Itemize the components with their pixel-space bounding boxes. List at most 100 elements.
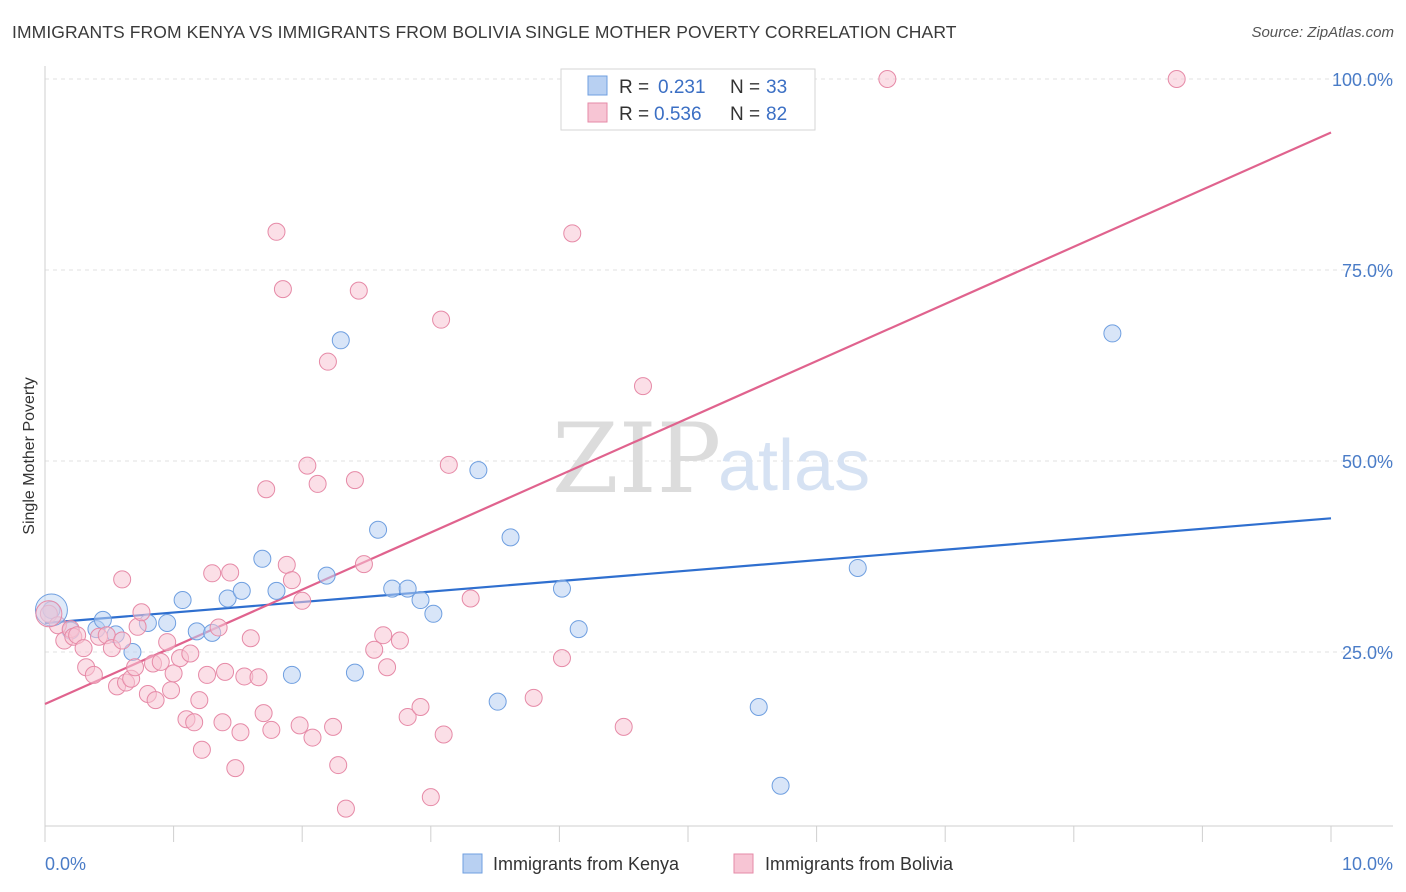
data-points: [34, 70, 1186, 818]
point-bolivia: [277, 555, 296, 574]
point-bolivia: [439, 455, 458, 474]
legend-bolivia-r-label: R =: [619, 104, 649, 125]
point-bolivia-cluster: [35, 600, 63, 628]
point-kenya: [187, 622, 206, 641]
point-bolivia: [398, 707, 417, 726]
point-bolivia: [374, 626, 393, 645]
point-bolivia: [262, 720, 281, 739]
point-bolivia: [298, 456, 317, 475]
point-kenya: [749, 698, 768, 717]
point-bolivia: [411, 698, 430, 717]
point-kenya: [253, 549, 272, 568]
point-bolivia: [146, 691, 165, 710]
point-bolivia: [390, 631, 409, 650]
point-bolivia: [432, 310, 451, 329]
point-bolivia: [434, 725, 453, 744]
point-bolivia: [151, 652, 170, 671]
point-bolivia: [257, 480, 276, 499]
point-bolivia: [162, 681, 181, 700]
point-bolivia: [293, 591, 312, 610]
trend-line-kenya: [44, 517, 1332, 625]
point-kenya: [469, 461, 488, 480]
point-kenya: [331, 331, 350, 350]
point-bolivia: [164, 664, 183, 683]
series-legend: Immigrants from Kenya Immigrants from Bo…: [462, 853, 954, 874]
point-bolivia: [216, 662, 235, 681]
point-bolivia: [113, 570, 132, 589]
stats-legend: R = 0.231 N = 33 R = 0.536 N = 82: [560, 68, 816, 131]
axes: [44, 66, 1393, 842]
point-bolivia: [563, 224, 582, 243]
point-bolivia: [158, 633, 177, 652]
point-bolivia: [345, 471, 364, 490]
point-bolivia: [181, 644, 200, 663]
point-bolivia: [354, 555, 373, 574]
y-tick-label: 50.0%: [1342, 452, 1393, 472]
x-tick-label: 10.0%: [1342, 854, 1393, 874]
point-bolivia: [878, 70, 897, 88]
point-bolivia: [614, 717, 633, 736]
bottom-legend-swatch-kenya: [462, 853, 483, 874]
point-kenya: [345, 663, 364, 682]
bottom-legend-label-kenya: Immigrants from Kenya: [493, 854, 680, 874]
point-bolivia: [203, 564, 222, 583]
point-bolivia: [378, 658, 397, 677]
point-bolivia: [273, 280, 292, 299]
point-bolivia: [552, 649, 571, 668]
point-kenya: [569, 620, 588, 639]
point-bolivia: [421, 788, 440, 807]
point-bolivia: [198, 665, 217, 684]
point-kenya: [501, 528, 520, 547]
y-tick-label: 75.0%: [1342, 261, 1393, 281]
point-bolivia: [84, 665, 103, 684]
point-kenya: [552, 579, 571, 598]
point-bolivia: [209, 618, 228, 637]
gridlines: [45, 78, 1393, 653]
point-kenya: [267, 581, 286, 600]
point-bolivia: [254, 704, 273, 723]
point-bolivia: [231, 723, 250, 742]
point-bolivia: [290, 716, 309, 735]
point-kenya: [383, 579, 402, 598]
legend-swatch-bolivia: [587, 102, 608, 123]
point-kenya: [369, 520, 388, 539]
y-axis-title: Single Mother Poverty: [21, 377, 38, 534]
point-bolivia: [461, 589, 480, 608]
point-kenya: [158, 613, 177, 632]
point-kenya: [232, 581, 251, 600]
point-bolivia: [226, 759, 245, 778]
point-bolivia: [324, 717, 343, 736]
point-kenya: [218, 589, 237, 608]
point-bolivia: [213, 713, 232, 732]
point-kenya: [93, 610, 112, 629]
chart-title: IMMIGRANTS FROM KENYA VS IMMIGRANTS FROM…: [12, 22, 957, 42]
point-bolivia: [267, 222, 286, 241]
legend-bolivia-r-value: 0.536: [654, 104, 702, 125]
watermark-zip: ZIP: [552, 403, 721, 515]
point-bolivia: [365, 640, 384, 659]
point-bolivia: [633, 377, 652, 396]
point-bolivia: [192, 740, 211, 759]
point-bolivia: [308, 474, 327, 493]
bottom-legend-label-bolivia: Immigrants from Bolivia: [765, 854, 954, 874]
point-kenya: [282, 665, 301, 684]
point-kenya: [848, 558, 867, 577]
point-bolivia: [1167, 70, 1186, 88]
point-bolivia: [524, 688, 543, 707]
point-kenya: [771, 776, 790, 795]
point-bolivia: [336, 799, 355, 818]
point-bolivia: [113, 631, 132, 650]
point-bolivia: [126, 658, 145, 677]
legend-bolivia-n-value: 82: [766, 104, 787, 125]
bottom-legend-swatch-bolivia: [733, 853, 754, 874]
watermark-atlas: atlas: [718, 426, 870, 506]
point-bolivia: [282, 571, 301, 590]
point-bolivia: [74, 639, 93, 658]
point-bolivia: [349, 281, 368, 300]
x-tick-label: 0.0%: [45, 854, 86, 874]
legend-kenya-n-value: 33: [766, 77, 787, 98]
point-bolivia: [132, 603, 151, 622]
point-bolivia: [185, 713, 204, 732]
point-kenya: [398, 579, 417, 598]
